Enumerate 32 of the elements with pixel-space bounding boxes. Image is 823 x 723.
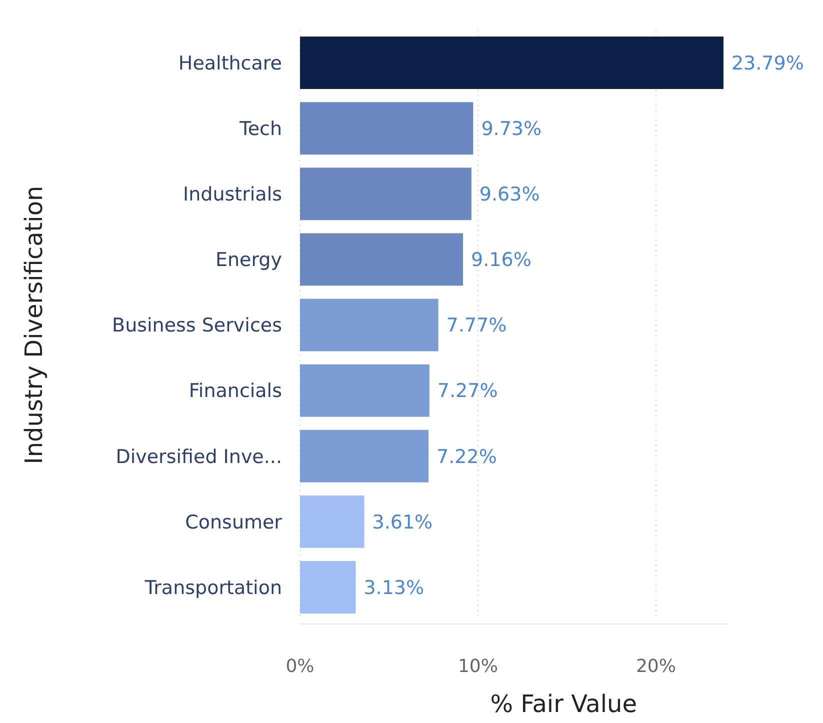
y-tick-label: Transportation xyxy=(144,576,282,599)
bar xyxy=(300,561,356,614)
data-label: 3.61% xyxy=(372,511,433,534)
bar xyxy=(300,102,474,155)
bar xyxy=(300,495,364,548)
y-tick-label: Healthcare xyxy=(178,52,282,74)
y-tick-label: Business Services xyxy=(112,314,282,337)
data-label: 7.27% xyxy=(437,380,498,402)
data-label: 9.63% xyxy=(479,184,540,206)
data-label: 9.73% xyxy=(481,118,542,140)
y-tick-label: Energy xyxy=(215,249,282,272)
x-tick-label: 0% xyxy=(286,656,314,677)
y-tick-label: Industrials xyxy=(182,184,282,206)
x-tick-label: 10% xyxy=(458,656,498,677)
bar xyxy=(300,36,724,89)
y-tick-label: Financials xyxy=(188,380,282,402)
bar xyxy=(300,168,472,220)
data-label: 23.79% xyxy=(731,52,804,74)
bar xyxy=(300,298,438,352)
x-tick-label: 20% xyxy=(636,656,676,677)
bar xyxy=(300,233,464,286)
data-label: 7.77% xyxy=(446,314,507,337)
bar xyxy=(300,364,430,417)
data-label: 9.16% xyxy=(471,249,532,272)
bar xyxy=(300,430,429,482)
y-tick-label: Tech xyxy=(238,118,282,140)
x-axis-title: % Fair Value xyxy=(490,690,638,718)
y-axis-title: Industry Diversification xyxy=(20,186,48,464)
data-label: 3.13% xyxy=(364,576,424,599)
y-tick-label: Diversified Inve... xyxy=(116,446,282,468)
y-tick-label: Consumer xyxy=(185,511,282,534)
data-label: 7.22% xyxy=(436,446,497,468)
